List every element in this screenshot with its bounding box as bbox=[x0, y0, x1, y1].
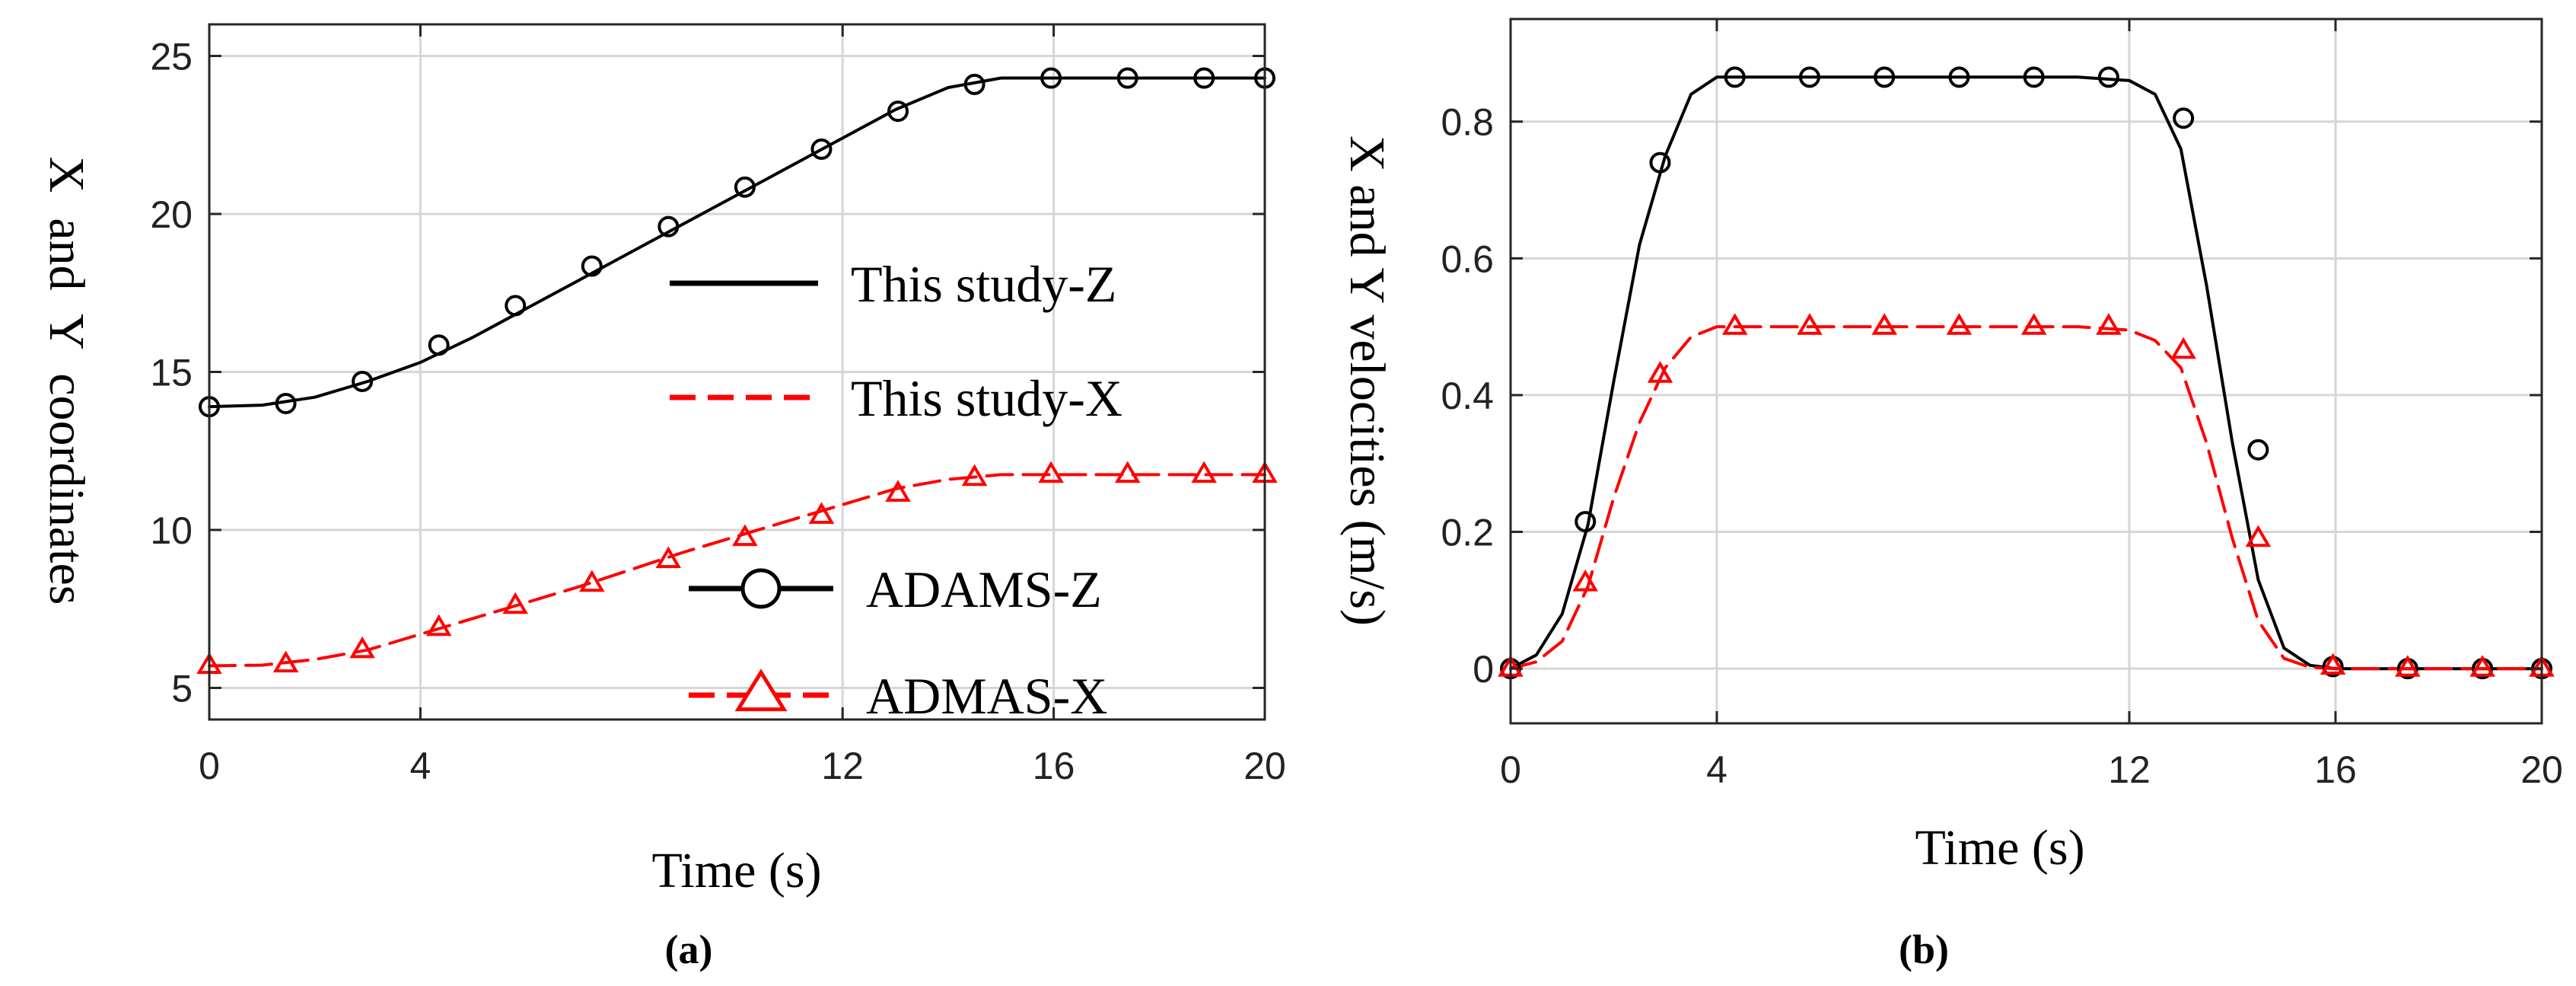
tick-layer: 0 4 12 16 20 0 0.2 0.4 0.6 0.8 bbox=[1441, 19, 2563, 791]
data-point-admas-x bbox=[2395, 655, 2421, 677]
y-tick-label: 0 bbox=[1473, 648, 1494, 691]
y-tick-label: 5 bbox=[171, 668, 193, 710]
data-point-admas-x bbox=[655, 546, 682, 569]
chart-panel-b: 0 4 12 16 20 0 0.2 0.4 0.6 0.8 Time (s) X and Y v… bbox=[1339, 18, 2563, 972]
legend-label-this-study-z: This study-Z bbox=[851, 255, 1116, 313]
data-point-adams-z bbox=[352, 370, 374, 392]
data-point-adams-z bbox=[2173, 107, 2195, 129]
series-line-this-study-x bbox=[208, 473, 1266, 668]
x-tick-label: 12 bbox=[821, 745, 864, 787]
data-point-admas-x bbox=[2320, 653, 2346, 675]
data-point-admas-x bbox=[502, 592, 528, 614]
data-point-admas-x bbox=[425, 614, 452, 637]
x-axis-title: Time (s) bbox=[651, 843, 821, 898]
data-point-adams-z bbox=[1948, 66, 1970, 88]
data-point-adams-z bbox=[963, 73, 986, 95]
x-tick-label: 4 bbox=[1706, 748, 1727, 791]
data-point-admas-x bbox=[1797, 313, 1823, 335]
data-point-adams-z bbox=[810, 138, 833, 160]
plot-frame bbox=[1509, 18, 2543, 725]
data-point-adams-z bbox=[1798, 66, 1820, 88]
data-point-adams-z bbox=[1575, 511, 1597, 533]
y-axis-title: X and Y velocities (m/s) bbox=[1339, 136, 1395, 626]
data-point-admas-x bbox=[1572, 569, 1598, 592]
data-point-admas-x bbox=[2170, 337, 2196, 359]
data-point-adams-z bbox=[1874, 66, 1896, 88]
x-tick-label: 16 bbox=[2314, 748, 2357, 791]
x-axis-title: Time (s) bbox=[1915, 820, 2084, 876]
data-point-admas-x bbox=[885, 480, 911, 502]
series-line-this-study-x bbox=[1509, 325, 2543, 671]
data-point-admas-x bbox=[1647, 361, 1673, 383]
data-point-admas-x bbox=[2020, 313, 2047, 335]
y-tick-label: 0.6 bbox=[1441, 238, 1494, 280]
data-point-admas-x bbox=[808, 502, 835, 524]
x-tick-label: 0 bbox=[199, 745, 220, 787]
data-point-adams-z bbox=[505, 295, 527, 317]
data-point-admas-x bbox=[272, 650, 299, 673]
x-tick-label: 20 bbox=[2520, 748, 2563, 791]
data-point-adams-z bbox=[1724, 66, 1746, 88]
data-point-admas-x bbox=[1191, 461, 1217, 483]
y-tick-label: 0.4 bbox=[1441, 375, 1494, 417]
data-point-admas-x bbox=[2469, 655, 2495, 677]
data-point-admas-x bbox=[579, 570, 605, 592]
data-point-admas-x bbox=[1721, 313, 1748, 335]
data-point-admas-x bbox=[732, 524, 758, 547]
panel-label-b: (b) bbox=[1899, 927, 1949, 972]
data-point-adams-z bbox=[658, 215, 680, 238]
legend-label-this-study-x: This study-X bbox=[851, 369, 1122, 427]
data-point-adams-z bbox=[1040, 67, 1062, 89]
legend-label-admas-x: ADMAS-X bbox=[866, 667, 1107, 725]
data-point-adams-z bbox=[887, 101, 909, 123]
series-layer bbox=[1498, 66, 2555, 680]
data-point-admas-x bbox=[1038, 461, 1064, 483]
panel-label-a: (a) bbox=[665, 927, 713, 972]
data-point-admas-x bbox=[2096, 313, 2122, 335]
data-point-adams-z bbox=[428, 334, 450, 356]
data-point-adams-z bbox=[1116, 67, 1138, 89]
data-point-adams-z bbox=[2097, 66, 2119, 88]
data-point-adams-z bbox=[1193, 67, 1215, 89]
data-point-admas-x bbox=[1946, 313, 1973, 335]
data-point-adams-z bbox=[1649, 152, 1671, 174]
legend-marker-adams-z bbox=[740, 568, 782, 609]
series-layer bbox=[196, 67, 1278, 675]
data-point-adams-z bbox=[2247, 439, 2269, 461]
tick-layer: 0 4 12 16 20 5 10 15 20 25 bbox=[150, 24, 1286, 787]
x-tick-label: 16 bbox=[1033, 745, 1075, 787]
data-point-admas-x bbox=[1871, 313, 1897, 335]
data-point-admas-x bbox=[349, 636, 375, 659]
x-tick-label: 20 bbox=[1243, 745, 1286, 787]
data-point-adams-z bbox=[581, 255, 603, 277]
x-tick-label: 12 bbox=[2108, 748, 2151, 791]
x-tick-label: 4 bbox=[409, 745, 431, 787]
y-axis-title: X and Y coordinates bbox=[39, 157, 94, 605]
data-point-admas-x bbox=[961, 464, 988, 487]
data-point-admas-x bbox=[1114, 461, 1141, 483]
data-point-adams-z bbox=[275, 393, 297, 414]
y-tick-label: 0.8 bbox=[1441, 101, 1494, 144]
legend: This study-Z This study-X ADAMS-Z ADMAS-X bbox=[670, 255, 1122, 725]
y-tick-label: 0.2 bbox=[1441, 512, 1494, 554]
legend-label-adams-z: ADAMS-Z bbox=[866, 560, 1102, 618]
data-point-admas-x bbox=[2245, 525, 2272, 547]
y-tick-label: 10 bbox=[150, 509, 193, 552]
y-tick-label: 15 bbox=[150, 352, 193, 394]
legend-marker-admas-x bbox=[734, 669, 788, 712]
y-tick-label: 20 bbox=[150, 193, 193, 236]
x-tick-label: 0 bbox=[1500, 748, 1521, 791]
y-tick-label: 25 bbox=[150, 36, 193, 78]
data-point-adams-z bbox=[734, 176, 756, 198]
series-line-this-study-z bbox=[208, 76, 1266, 409]
data-point-adams-z bbox=[2023, 66, 2045, 88]
